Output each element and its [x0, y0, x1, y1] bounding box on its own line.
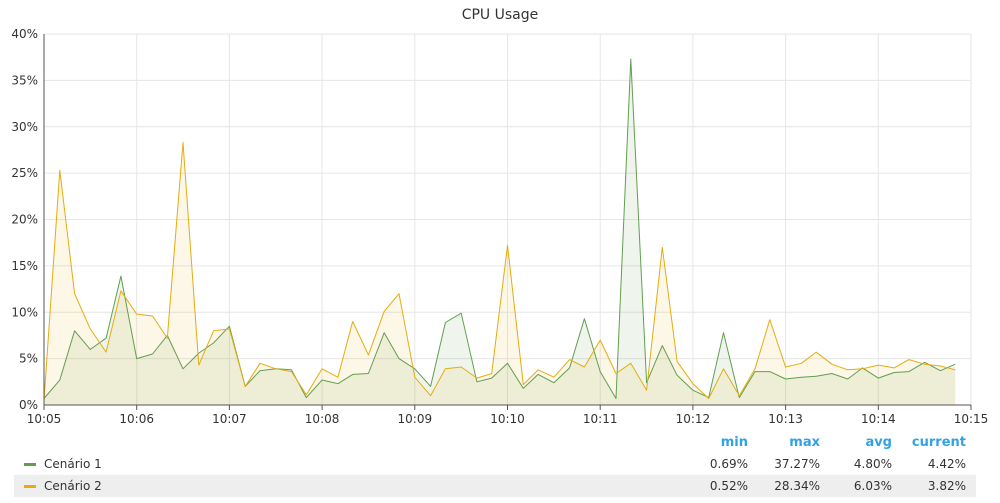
y-tick-label: 15%	[11, 259, 38, 273]
x-tick-label: 10:10	[490, 412, 525, 426]
y-tick-label: 25%	[11, 166, 38, 180]
x-tick-label: 10:13	[768, 412, 803, 426]
y-tick-label: 35%	[11, 73, 38, 87]
min-header[interactable]: min	[720, 434, 748, 450]
series-2-area	[44, 142, 956, 405]
series-2-swatch[interactable]	[24, 484, 36, 488]
legend-header: min max avg current	[14, 431, 976, 453]
series-2-max: 28.34%	[774, 479, 820, 493]
x-tick-label: 10:09	[398, 412, 433, 426]
series-1-avg: 4.80%	[853, 457, 892, 471]
x-tick-label: 10:06	[119, 412, 154, 426]
series-1-max: 37.27%	[774, 457, 820, 471]
y-tick-label: 30%	[11, 120, 38, 134]
max-header[interactable]: max	[789, 434, 820, 450]
y-tick-label: 5%	[19, 352, 38, 366]
series-2-line[interactable]	[43, 142, 956, 401]
cpu-usage-chart: CPU Usage 0% 5% 10% 15% 20% 25% 30% 35% 40% 10:0…	[11, 7, 989, 426]
x-tick-label: 10:08	[305, 412, 340, 426]
y-tick-label: 0%	[19, 398, 38, 412]
y-tick-label: 10%	[11, 305, 38, 319]
series-2-avg: 6.03%	[853, 479, 892, 493]
series-2-min: 0.52%	[709, 479, 748, 493]
chart-title: CPU Usage	[462, 7, 539, 23]
x-tick-label: 10:05	[27, 412, 62, 426]
series-1-area	[44, 59, 956, 405]
series-1-swatch[interactable]	[24, 462, 36, 466]
series-areas	[44, 59, 956, 405]
legend-row-cenario-2[interactable]: Cenário 2 0.52% 28.34% 6.03% 3.82%	[14, 475, 976, 497]
x-tick-label: 10:11	[583, 412, 618, 426]
x-tick-label: 10:14	[861, 412, 896, 426]
series-1-label[interactable]: Cenário 1	[44, 457, 102, 471]
legend-row-cenario-1[interactable]: Cenário 1 0.69% 37.27% 4.80% 4.42%	[14, 453, 976, 475]
grid	[43, 33, 972, 406]
legend-table: min max avg current Cenário 1 0.69% 37.2…	[14, 431, 976, 497]
y-tick-label: 20%	[11, 213, 38, 227]
x-tick-label: 10:07	[212, 412, 247, 426]
y-axis: 0% 5% 10% 15% 20% 25% 30% 35% 40%	[11, 27, 45, 412]
avg-header[interactable]: avg	[865, 434, 892, 450]
series-1-current: 4.42%	[927, 457, 966, 471]
x-axis: 10:05 10:06 10:07 10:08 10:09 10:10 10:11 10:12…	[27, 404, 989, 426]
x-tick-label: 10:12	[676, 412, 711, 426]
series-lines[interactable]	[43, 58, 956, 401]
series-2-current: 3.82%	[927, 479, 966, 493]
current-header[interactable]: current	[911, 434, 966, 450]
y-tick-label: 40%	[11, 27, 38, 41]
x-tick-label: 10:15	[954, 412, 989, 426]
series-1-min: 0.69%	[709, 457, 748, 471]
series-2-label[interactable]: Cenário 2	[44, 479, 102, 493]
series-1-line[interactable]	[43, 58, 956, 399]
